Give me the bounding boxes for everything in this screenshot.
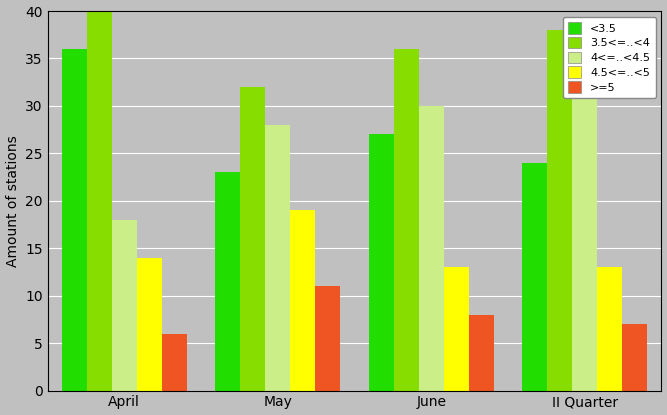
- Bar: [290, 210, 315, 391]
- Bar: [112, 220, 137, 391]
- Bar: [622, 324, 647, 391]
- Bar: [62, 49, 87, 391]
- Y-axis label: Amount of stations: Amount of stations: [5, 135, 19, 267]
- Bar: [215, 172, 240, 391]
- Bar: [240, 87, 265, 391]
- Bar: [419, 106, 444, 391]
- Bar: [522, 163, 548, 391]
- Bar: [572, 87, 597, 391]
- Bar: [548, 30, 572, 391]
- Bar: [265, 125, 290, 391]
- Bar: [444, 267, 469, 391]
- Bar: [469, 315, 494, 391]
- Bar: [597, 267, 622, 391]
- Legend: <3.5, 3.5<=..<4, 4<=..<4.5, 4.5<=..<5, >=5: <3.5, 3.5<=..<4, 4<=..<4.5, 4.5<=..<5, >…: [562, 17, 656, 98]
- Bar: [137, 258, 161, 391]
- Bar: [369, 134, 394, 391]
- Bar: [161, 334, 187, 391]
- Bar: [394, 49, 419, 391]
- Bar: [87, 11, 112, 391]
- Bar: [315, 286, 340, 391]
